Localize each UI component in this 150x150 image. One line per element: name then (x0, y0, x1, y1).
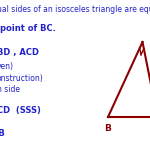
Text: BD , ACD: BD , ACD (0, 48, 39, 57)
Text: onstruction): onstruction) (0, 74, 44, 82)
Text: ven): ven) (0, 61, 14, 70)
Text: CD  (SSS): CD (SSS) (0, 106, 41, 116)
Text: B: B (0, 129, 4, 138)
Text: B: B (105, 124, 111, 133)
Text: ipoint of BC.: ipoint of BC. (0, 24, 56, 33)
Text: n side: n side (0, 85, 20, 94)
Text: ual sides of an isosceles triangle are equa: ual sides of an isosceles triangle are e… (0, 4, 150, 14)
